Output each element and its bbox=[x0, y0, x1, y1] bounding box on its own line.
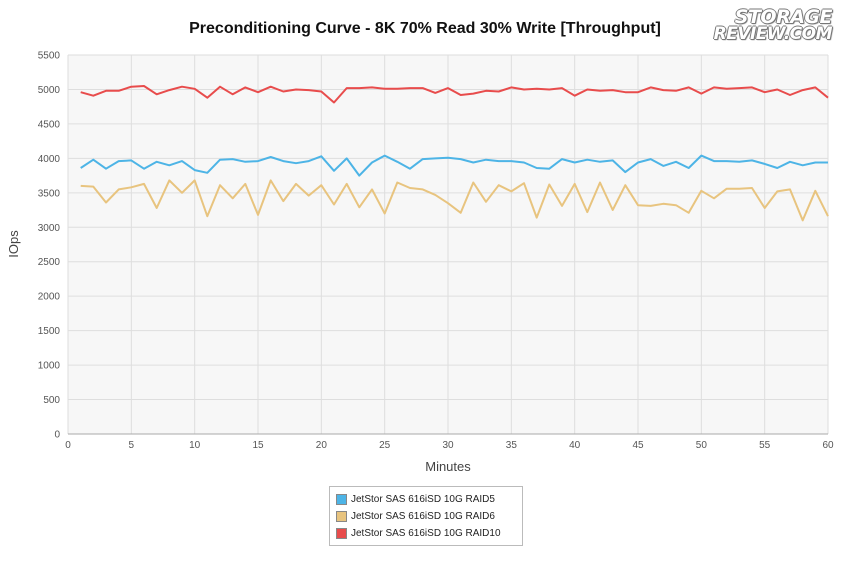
y-tick-label: 5500 bbox=[38, 51, 61, 62]
legend-label-raid10: JetStor SAS 616iSD 10G RAID10 bbox=[351, 528, 501, 539]
legend: JetStor SAS 616iSD 10G RAID5 JetStor SAS… bbox=[329, 486, 523, 546]
x-tick-label: 25 bbox=[379, 440, 391, 451]
series-line-2 bbox=[80, 85, 829, 104]
legend-label-raid6: JetStor SAS 616iSD 10G RAID6 bbox=[351, 511, 495, 522]
grid-lines bbox=[67, 54, 829, 435]
legend-swatch-raid6 bbox=[336, 511, 347, 522]
x-tick-label: 40 bbox=[569, 440, 581, 451]
x-tick-label: 55 bbox=[759, 440, 771, 451]
y-axis-label: IOps bbox=[6, 230, 21, 258]
y-axis-ticks: 0 500 1000 1500 2000 2500 3000 3500 4000 4500 5000… bbox=[38, 51, 61, 441]
x-tick-label: 45 bbox=[632, 440, 644, 451]
x-tick-label: 0 bbox=[65, 440, 71, 451]
chart-title: Preconditioning Curve - 8K 70% Read 30% … bbox=[189, 20, 661, 37]
y-tick-label: 5000 bbox=[38, 85, 61, 96]
legend-item-raid10: JetStor SAS 616iSD 10G RAID10 bbox=[336, 525, 516, 542]
y-tick-label: 2000 bbox=[38, 292, 61, 303]
y-tick-label: 4000 bbox=[38, 154, 61, 165]
x-tick-label: 30 bbox=[442, 440, 454, 451]
y-tick-label: 3000 bbox=[38, 223, 61, 234]
x-axis-ticks: 0 5 10 15 20 25 30 35 40 45 50 55 60 bbox=[65, 440, 834, 451]
y-tick-label: 500 bbox=[43, 395, 60, 406]
y-tick-label: 1000 bbox=[38, 361, 61, 372]
y-tick-label: 1500 bbox=[38, 326, 61, 337]
legend-swatch-raid5 bbox=[336, 494, 347, 505]
legend-label-raid5: JetStor SAS 616iSD 10G RAID5 bbox=[351, 494, 495, 505]
series-line-0 bbox=[80, 154, 828, 177]
legend-item-raid5: JetStor SAS 616iSD 10G RAID5 bbox=[336, 491, 516, 508]
x-tick-label: 20 bbox=[316, 440, 328, 451]
x-axis-label: Minutes bbox=[425, 459, 471, 474]
logo-line-2: REVIEW.COM bbox=[713, 24, 833, 44]
x-tick-label: 15 bbox=[252, 440, 264, 451]
x-tick-label: 50 bbox=[696, 440, 708, 451]
storage-review-logo: STORAGE REVIEW.COM bbox=[714, 6, 833, 46]
series-line-1 bbox=[80, 179, 829, 222]
legend-item-raid6: JetStor SAS 616iSD 10G RAID6 bbox=[336, 508, 516, 525]
y-tick-label: 0 bbox=[54, 430, 60, 441]
y-tick-label: 2500 bbox=[38, 257, 61, 268]
y-tick-label: 4500 bbox=[38, 119, 61, 130]
x-tick-label: 10 bbox=[189, 440, 201, 451]
y-tick-label: 3500 bbox=[38, 188, 61, 199]
x-tick-label: 5 bbox=[129, 440, 135, 451]
logo-line-1: STORAGE bbox=[734, 6, 833, 28]
x-tick-label: 60 bbox=[822, 440, 834, 451]
legend-swatch-raid10 bbox=[336, 528, 347, 539]
data-series bbox=[80, 85, 829, 222]
x-tick-label: 35 bbox=[506, 440, 518, 451]
